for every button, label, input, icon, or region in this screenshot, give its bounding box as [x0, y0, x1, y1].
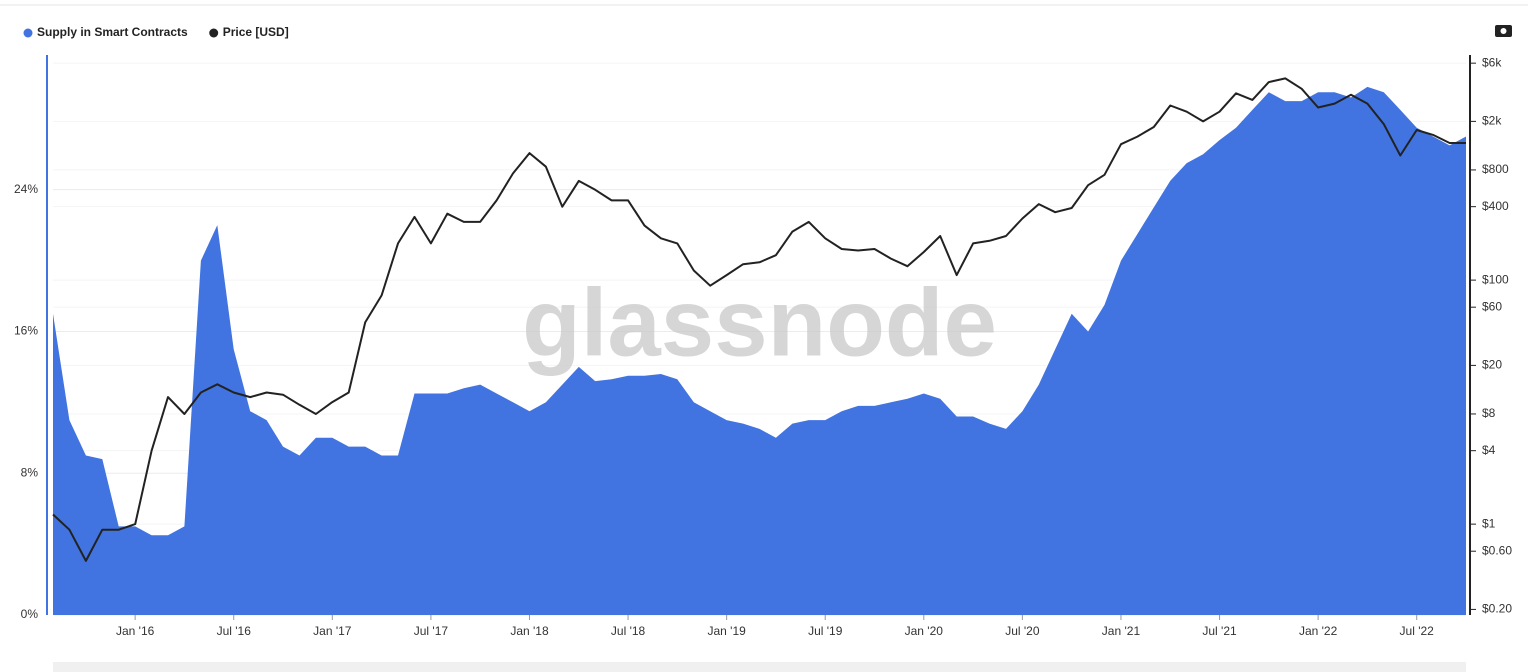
- y2-tick-label: $20: [1482, 358, 1502, 372]
- x-tick-label: Jul '18: [611, 624, 646, 638]
- y-tick-label: 0%: [21, 607, 39, 621]
- legend-label: Supply in Smart Contracts: [37, 25, 188, 39]
- x-tick-label: Jan '17: [313, 624, 352, 638]
- x-tick-label: Jan '18: [510, 624, 549, 638]
- y2-tick-label: $100: [1482, 272, 1509, 286]
- price-line: [52, 77, 1466, 562]
- legend-dot: [23, 28, 33, 38]
- supply-area: [53, 86, 1466, 615]
- y2-tick-label: $0.20: [1482, 602, 1512, 616]
- y-tick-label: 16%: [14, 324, 38, 338]
- camera-icon[interactable]: [1495, 25, 1512, 37]
- x-tick-label: Jan '16: [116, 624, 155, 638]
- camera-lens[interactable]: [1500, 28, 1507, 34]
- navigator: [53, 662, 1466, 672]
- x-tick-label: Jul '19: [808, 624, 843, 638]
- legend-label: Price [USD]: [223, 25, 289, 39]
- y2-tick-label: $6k: [1482, 55, 1502, 69]
- y-tick-label: 24%: [14, 182, 38, 196]
- y2-tick-label: $8: [1482, 406, 1496, 420]
- x-tick-label: Jul '22: [1400, 624, 1435, 638]
- x-tick-label: Jan '19: [707, 624, 746, 638]
- y2-tick-label: $400: [1482, 199, 1509, 213]
- y2-tick-label: $0.60: [1482, 543, 1512, 557]
- x-tick-label: Jan '21: [1102, 624, 1141, 638]
- x-tick-label: Jan '22: [1299, 624, 1338, 638]
- y2-tick-label: $800: [1482, 162, 1509, 176]
- y-tick-label: 8%: [21, 465, 39, 479]
- x-tick-label: Jul '16: [217, 624, 252, 638]
- y2-tick-label: $60: [1482, 299, 1502, 313]
- x-tick-label: Jul '20: [1005, 624, 1040, 638]
- watermark: glassnode: [522, 269, 997, 376]
- y2-tick-label: $4: [1482, 443, 1496, 457]
- x-tick-label: Jan '20: [905, 624, 944, 638]
- y2-tick-label: $2k: [1482, 114, 1502, 128]
- y2-tick-label: $1: [1482, 516, 1496, 530]
- x-tick-label: Jul '17: [414, 624, 449, 638]
- legend-dot: [209, 28, 219, 38]
- x-tick-label: Jul '21: [1202, 624, 1237, 638]
